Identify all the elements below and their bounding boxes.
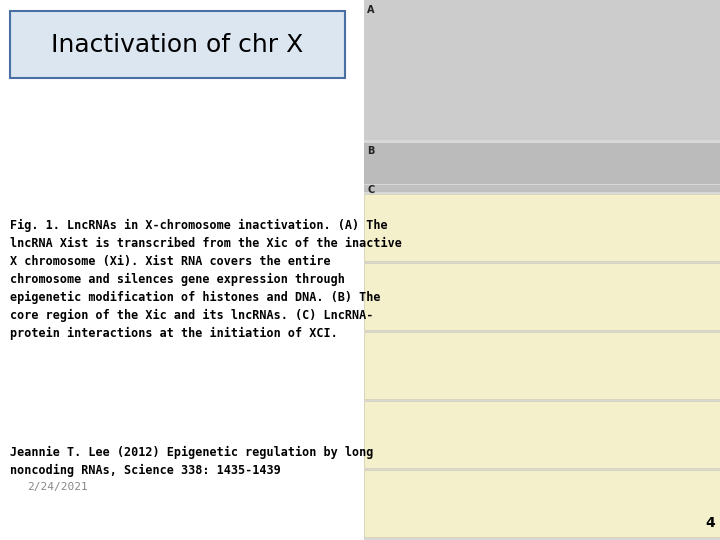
Bar xyxy=(364,194,720,261)
Bar xyxy=(364,143,720,184)
Text: 2/24/2021: 2/24/2021 xyxy=(27,482,88,492)
Text: C: C xyxy=(367,185,374,195)
Bar xyxy=(364,332,720,399)
Text: B: B xyxy=(367,146,374,156)
Text: A: A xyxy=(367,5,374,16)
Bar xyxy=(364,470,720,537)
Bar xyxy=(364,0,720,540)
Text: Jeannie T. Lee (2012) Epigenetic regulation by long
noncoding RNAs, Science 338:: Jeannie T. Lee (2012) Epigenetic regulat… xyxy=(10,446,374,477)
Text: 4: 4 xyxy=(705,516,715,530)
Bar xyxy=(364,0,720,140)
Bar xyxy=(364,185,720,192)
Bar xyxy=(0,0,364,540)
Bar xyxy=(364,263,720,330)
FancyBboxPatch shape xyxy=(10,11,345,78)
Text: Inactivation of chr X: Inactivation of chr X xyxy=(51,32,304,57)
Bar xyxy=(364,401,720,468)
Text: Fig. 1. LncRNAs in X-chromosome inactivation. (A) The
lncRNA Xist is transcribed: Fig. 1. LncRNAs in X-chromosome inactiva… xyxy=(10,219,402,340)
